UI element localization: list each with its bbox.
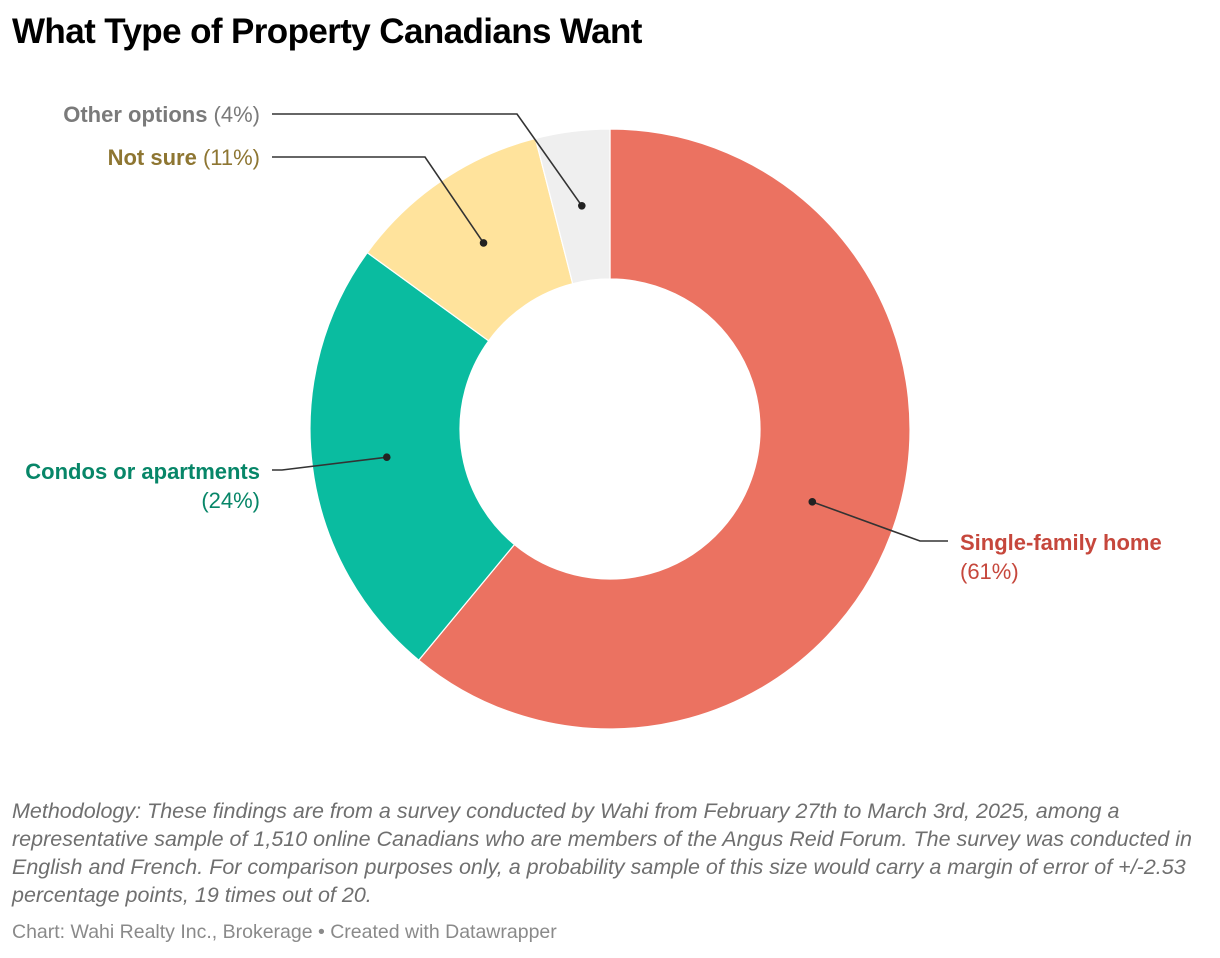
label-pct-other-options: (4%) — [214, 102, 260, 127]
label-condos-or-apartments: Condos or apartments — [25, 459, 260, 484]
label-pct-not-sure: (11%) — [203, 145, 260, 170]
slice-single-family-home — [417, 128, 911, 730]
label-not-sure: Not sure (11%) — [108, 145, 260, 170]
leader-dot-condos-or-apartments — [382, 453, 391, 461]
chart-credit: Chart: Wahi Realty Inc., Brokerage • Cre… — [12, 921, 557, 943]
leader-line-not-sure — [272, 156, 485, 244]
chart-title: What Type of Property Canadians Want — [12, 12, 642, 51]
leader-line-other-options — [272, 113, 583, 207]
label-name-not-sure: Not sure — [108, 145, 203, 170]
label-other-options: Other options (4%) — [63, 102, 260, 127]
label-leaders — [272, 113, 948, 542]
donut-chart: Single-family home (61%) Condos or apartme… — [25, 102, 1162, 730]
leader-line-single-family-home — [812, 501, 948, 542]
leader-dot-other-options — [578, 201, 586, 210]
leader-line-condos-or-apartments — [272, 456, 387, 471]
slice-labels: Single-family home (61%) Condos or apartme… — [25, 102, 1161, 584]
slice-condos-or-apartments — [309, 251, 516, 661]
label-pct-single-family-home: (61%) — [960, 559, 1019, 584]
leader-dot-single-family-home — [808, 498, 817, 506]
label-single-family-home: Single-family home — [960, 530, 1162, 555]
leader-dot-not-sure — [479, 239, 488, 247]
methodology-notes: Methodology: These findings are from a s… — [12, 799, 1192, 907]
label-name-other-options: Other options — [63, 102, 213, 127]
donut-slices — [309, 128, 911, 730]
label-pct-condos-or-apartments: (24%) — [201, 488, 260, 513]
